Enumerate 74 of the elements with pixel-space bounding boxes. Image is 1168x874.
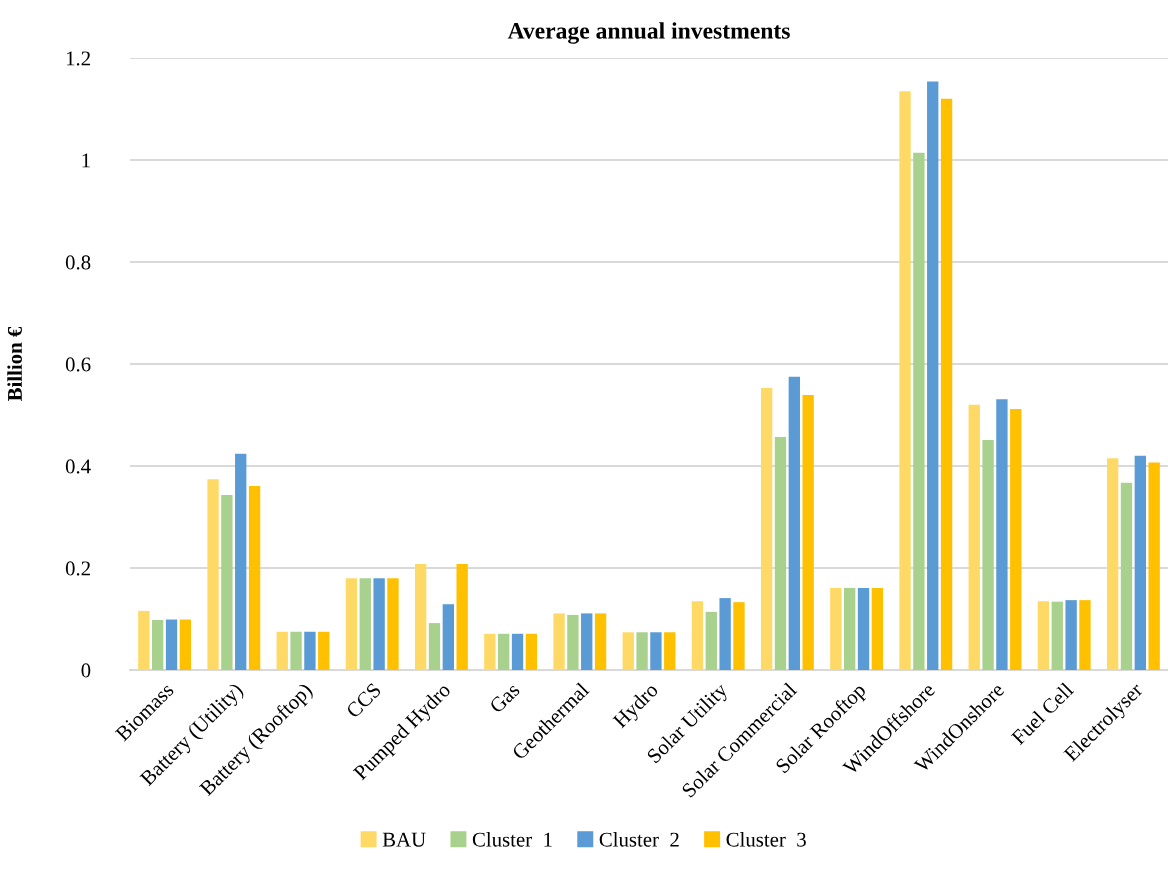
y-tick-label: 0.8 — [65, 255, 91, 270]
bar — [650, 632, 662, 670]
x-tick-label: CCS — [345, 682, 382, 719]
bar — [235, 453, 247, 670]
y-tick-label: 1 — [82, 153, 90, 168]
bar — [207, 479, 219, 670]
bar — [1079, 600, 1091, 670]
bar — [705, 611, 717, 670]
bar — [844, 587, 856, 670]
bar — [636, 632, 648, 670]
y-tick-label: 0.4 — [65, 459, 91, 474]
bar — [276, 631, 288, 670]
bar — [760, 387, 773, 670]
bar — [1065, 600, 1077, 670]
bar — [567, 614, 579, 670]
y-tick-label: 0 — [81, 663, 91, 678]
bar — [1037, 601, 1050, 670]
bar — [1134, 455, 1146, 670]
bar — [830, 587, 842, 670]
chart-title: Average annual investments — [507, 22, 790, 44]
bar — [165, 619, 178, 670]
bar — [996, 399, 1008, 670]
bar — [138, 610, 150, 670]
bar — [414, 563, 427, 670]
bar — [442, 604, 454, 670]
bar — [304, 631, 316, 670]
legend-label: Cluster 2 — [599, 831, 679, 847]
bar — [290, 631, 302, 670]
bar — [857, 587, 870, 670]
y-tick-label: 1.2 — [66, 51, 90, 66]
bar — [927, 81, 939, 670]
bar — [968, 404, 980, 670]
bar — [871, 587, 884, 670]
bar — [428, 623, 441, 670]
bar — [581, 613, 593, 670]
bar — [221, 495, 233, 670]
bar — [1010, 408, 1022, 670]
bar — [774, 436, 787, 670]
bar — [622, 632, 634, 670]
bar — [373, 578, 385, 670]
bar — [511, 633, 524, 670]
legend-label: BAU — [382, 832, 426, 847]
bar — [553, 613, 565, 670]
bar — [387, 578, 399, 670]
bar — [899, 91, 911, 670]
y-axis-title: Billion € — [7, 326, 22, 401]
bar — [248, 485, 261, 670]
bar — [982, 439, 994, 670]
bar — [484, 633, 496, 670]
bar — [359, 578, 371, 670]
bar — [940, 98, 953, 670]
bar — [719, 598, 731, 670]
y-tick-label: 0.2 — [65, 561, 90, 576]
bar — [691, 601, 704, 670]
bar — [594, 613, 607, 670]
bar — [498, 633, 510, 670]
legend-label: Cluster 3 — [726, 831, 806, 847]
bar — [802, 395, 814, 670]
bar — [1051, 601, 1063, 670]
y-tick-label: 0.6 — [65, 357, 91, 372]
bar — [318, 631, 330, 670]
bar — [664, 632, 676, 670]
bar — [913, 152, 925, 670]
bar — [788, 376, 800, 670]
bar — [1148, 462, 1160, 670]
bar — [525, 633, 538, 670]
bar — [179, 619, 192, 670]
bar — [1120, 482, 1133, 670]
bar — [1106, 458, 1119, 670]
bar — [152, 620, 164, 670]
bar — [456, 563, 468, 670]
bar — [733, 602, 745, 670]
legend-label: Cluster 1 — [472, 831, 552, 847]
bar — [345, 578, 358, 670]
